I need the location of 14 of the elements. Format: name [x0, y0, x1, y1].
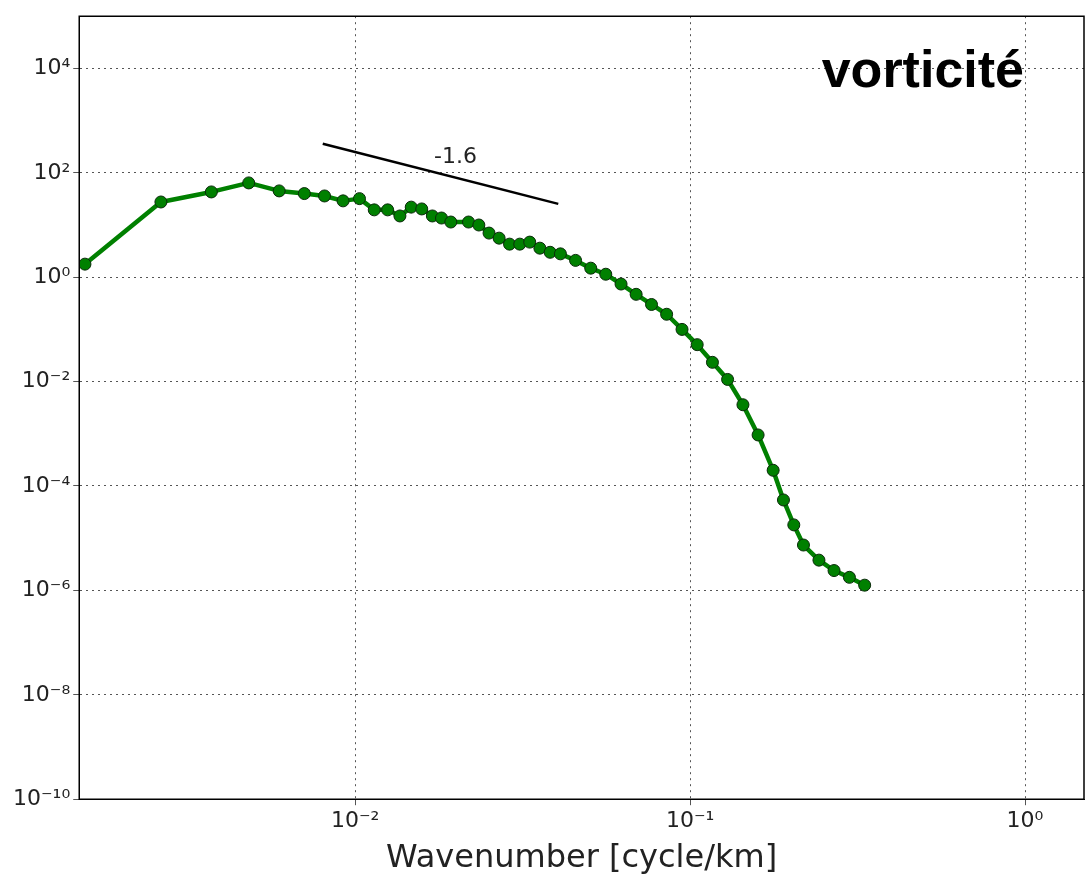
x-tick-label: 10⁰ [1006, 807, 1044, 833]
x-tick-label: 10⁻² [330, 807, 380, 833]
y-tick-label: 10⁴ [33, 54, 71, 80]
y-tick-label: 10⁰ [33, 262, 71, 288]
y-tick-label: 10⁻⁸ [21, 680, 71, 706]
text: vorticité [821, 39, 1024, 98]
x-axis-title: Wavenumber [cycle/km] [386, 837, 778, 876]
y-tick-label: 10⁻² [21, 367, 71, 393]
y-tick-label: 10⁻⁴ [21, 471, 71, 497]
x-tick-label: 10⁻¹ [665, 807, 715, 833]
y-tick-label: 10⁻⁶ [21, 576, 71, 602]
annotation: -1.6 [434, 142, 477, 168]
y-tick-label: 10² [33, 158, 71, 184]
y-tick-label: 10⁻¹⁰ [13, 784, 71, 810]
